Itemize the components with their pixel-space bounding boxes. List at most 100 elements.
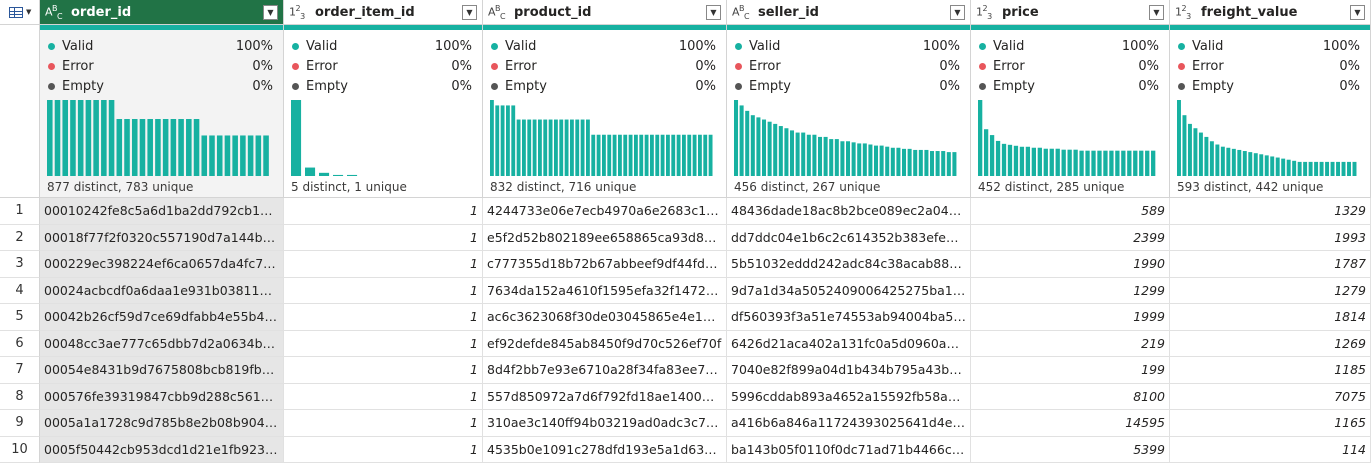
distribution-bar[interactable] <box>333 174 344 176</box>
distribution-bar[interactable] <box>139 119 146 176</box>
row-number[interactable]: 5 <box>0 304 40 331</box>
distribution-bar[interactable] <box>108 100 115 176</box>
distribution-bar[interactable] <box>952 152 957 176</box>
distribution-bar[interactable] <box>1352 161 1357 176</box>
distribution-bar[interactable] <box>1209 141 1214 176</box>
distribution-bar[interactable] <box>224 135 231 176</box>
distribution-bar[interactable] <box>495 105 500 176</box>
cell-price[interactable]: 589 <box>971 198 1170 225</box>
distribution-bar[interactable] <box>263 135 269 176</box>
distribution-bar[interactable] <box>131 119 138 176</box>
cell-freight-value[interactable]: 1269 <box>1170 330 1371 357</box>
distribution-bar[interactable] <box>538 119 542 176</box>
distribution-bar[interactable] <box>1215 144 1220 176</box>
cell-seller-id[interactable]: ba143b05f0110f0dc71ad71b4466ce... <box>727 436 971 463</box>
distribution-bar[interactable] <box>1314 161 1319 176</box>
distribution-bar[interactable] <box>1303 161 1308 176</box>
cell-seller-id[interactable]: 5996cddab893a4652a15592fb58ab8... <box>727 383 971 410</box>
distribution-bar[interactable] <box>162 119 169 176</box>
distribution-bar[interactable] <box>1073 149 1078 176</box>
distribution-bar[interactable] <box>77 100 84 176</box>
cell-order-id[interactable]: 00018f77f2f0320c557190d7a144bdd3 <box>40 224 284 251</box>
distribution-bar[interactable] <box>1242 151 1247 176</box>
distribution-bar[interactable] <box>1085 150 1090 176</box>
distribution-bar[interactable] <box>596 134 601 176</box>
distribution-bar[interactable] <box>1259 154 1264 176</box>
distribution-bar[interactable] <box>1121 150 1126 176</box>
distribution-bar[interactable] <box>806 134 811 176</box>
distribution-bar[interactable] <box>1347 161 1351 176</box>
distribution-bar[interactable] <box>186 119 192 176</box>
distribution-bar[interactable] <box>155 119 161 176</box>
distribution-bar[interactable] <box>101 100 107 176</box>
distribution-bar[interactable] <box>532 119 537 176</box>
cell-product-id[interactable]: 557d850972a7d6f792fd18ae1400d9... <box>483 383 727 410</box>
cell-order-item-id[interactable]: 1 <box>284 224 483 251</box>
cell-price[interactable]: 14595 <box>971 410 1170 437</box>
distribution-bar[interactable] <box>1193 128 1198 176</box>
value-distribution-chart[interactable] <box>291 98 470 176</box>
distribution-bar[interactable] <box>1103 150 1108 176</box>
distribution-bar[interactable] <box>639 134 644 176</box>
distribution-bar[interactable] <box>734 100 739 176</box>
cell-freight-value[interactable]: 1185 <box>1170 357 1371 384</box>
distribution-bar[interactable] <box>1109 150 1114 176</box>
distribution-bar[interactable] <box>978 100 983 176</box>
distribution-bar[interactable] <box>989 135 995 176</box>
distribution-bar[interactable] <box>1182 115 1187 176</box>
distribution-bar[interactable] <box>1308 161 1313 176</box>
distribution-bar[interactable] <box>47 100 53 176</box>
distribution-bar[interactable] <box>628 134 633 176</box>
cell-order-id[interactable]: 0005f50442cb953dcd1d21e1fb9234... <box>40 436 284 463</box>
distribution-bar[interactable] <box>70 100 76 176</box>
cell-order-id[interactable]: 0005a1a1728c9d785b8e2b08b9045... <box>40 410 284 437</box>
distribution-bar[interactable] <box>773 123 778 176</box>
cell-order-item-id[interactable]: 1 <box>284 251 483 278</box>
filter-dropdown-icon[interactable]: ▼ <box>1350 4 1365 20</box>
distribution-bar[interactable] <box>896 147 901 176</box>
cell-freight-value[interactable]: 1329 <box>1170 198 1371 225</box>
distribution-bar[interactable] <box>511 105 516 176</box>
distribution-bar[interactable] <box>660 134 665 176</box>
distribution-bar[interactable] <box>216 135 223 176</box>
row-number[interactable]: 7 <box>0 357 40 384</box>
cell-price[interactable]: 8100 <box>971 383 1170 410</box>
quality-valid[interactable]: Valid 100% <box>48 37 273 55</box>
number-type-icon[interactable]: 123 <box>976 3 992 21</box>
distribution-bar[interactable] <box>1037 147 1042 176</box>
distribution-bar[interactable] <box>1049 148 1054 176</box>
distribution-bar[interactable] <box>1270 156 1275 176</box>
quality-error[interactable]: Error 0% <box>292 57 472 75</box>
distribution-bar[interactable] <box>1336 161 1341 176</box>
row-number[interactable]: 2 <box>0 224 40 251</box>
cell-freight-value[interactable]: 1787 <box>1170 251 1371 278</box>
quality-valid[interactable]: Valid 100% <box>292 37 472 55</box>
distribution-bar[interactable] <box>1127 150 1132 176</box>
quality-empty[interactable]: Empty 0% <box>292 77 472 95</box>
text-type-icon[interactable]: ABC <box>732 3 750 21</box>
value-distribution-chart[interactable] <box>978 98 1157 176</box>
cell-product-id[interactable]: e5f2d52b802189ee658865ca93d83a... <box>483 224 727 251</box>
cell-freight-value[interactable]: 1814 <box>1170 304 1371 331</box>
row-number[interactable]: 4 <box>0 277 40 304</box>
cell-price[interactable]: 219 <box>971 330 1170 357</box>
cell-order-id[interactable]: 00010242fe8c5a6d1ba2dd792cb162... <box>40 198 284 225</box>
distribution-bar[interactable] <box>247 135 254 176</box>
distribution-bar[interactable] <box>874 145 879 176</box>
distribution-bar[interactable] <box>623 134 628 176</box>
distribution-bar[interactable] <box>750 115 755 176</box>
distribution-bar[interactable] <box>347 174 358 176</box>
distribution-bar[interactable] <box>255 135 262 176</box>
value-distribution-chart[interactable] <box>734 98 958 176</box>
distribution-bar[interactable] <box>902 148 907 176</box>
quality-empty[interactable]: Empty 0% <box>979 77 1159 95</box>
cell-product-id[interactable]: 7634da152a4610f1595efa32f14722fc <box>483 277 727 304</box>
distribution-bar[interactable] <box>500 105 505 176</box>
value-distribution-chart[interactable] <box>1177 98 1358 176</box>
filter-dropdown-icon[interactable]: ▼ <box>1149 4 1164 20</box>
distribution-bar[interactable] <box>570 119 574 176</box>
row-number[interactable]: 8 <box>0 383 40 410</box>
distribution-bar[interactable] <box>548 119 553 176</box>
distribution-bar[interactable] <box>812 134 817 176</box>
distribution-bar[interactable] <box>1341 161 1346 176</box>
